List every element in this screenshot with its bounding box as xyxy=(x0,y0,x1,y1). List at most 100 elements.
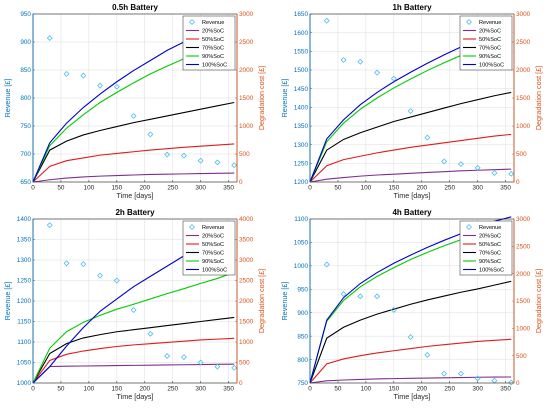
revenue-point xyxy=(214,363,221,370)
legend: Revenue 20%SoC 50%SoC 70%SoC 90%SoC 100%SoC xyxy=(459,15,513,71)
revenue-point xyxy=(197,359,204,366)
y-tick-label-right: 4000 xyxy=(239,216,254,223)
legend-label: 90%SoC xyxy=(202,54,224,60)
y-tick-label-right: 500 xyxy=(516,353,527,360)
legend: Revenue 20%SoC 50%SoC 70%SoC 90%SoC 100%SoC xyxy=(182,220,236,276)
chart-panel: 0 50 100 150 200 250 300 350 750 800 850 900 950 1000… xyxy=(280,208,543,401)
revenue-point xyxy=(231,162,238,169)
y-tick-label-right: 0 xyxy=(516,380,520,387)
x-tick-label: 0 xyxy=(308,185,312,192)
y-tick-label-right: 2000 xyxy=(516,271,531,278)
revenue-point xyxy=(231,364,238,371)
y-tick-label-left: 750 xyxy=(20,123,31,130)
y-tick-label-left: 1200 xyxy=(17,298,32,305)
legend-label: 50%SoC xyxy=(202,242,224,248)
y-tick-label-left: 1300 xyxy=(294,142,309,149)
chart-title: 2h Battery xyxy=(115,208,155,217)
legend-label: 50%SoC xyxy=(479,37,501,43)
y-tick-label-left: 1000 xyxy=(17,380,32,387)
x-tick-label: 200 xyxy=(139,185,150,192)
revenue-point xyxy=(323,261,330,268)
revenue-point xyxy=(130,307,137,313)
y-tick-label-left: 800 xyxy=(297,357,308,364)
y-tick-label-right: 1000 xyxy=(239,123,254,130)
x-tick-label: 150 xyxy=(111,386,122,393)
x-tick-label: 200 xyxy=(416,386,427,393)
x-tick-label: 150 xyxy=(111,185,122,192)
revenue-point xyxy=(424,134,431,141)
revenue-point xyxy=(407,334,414,341)
y-tick-label-left: 1450 xyxy=(294,86,309,93)
revenue-point xyxy=(407,108,414,115)
x-tick-label: 250 xyxy=(444,386,455,393)
x-axis-label: Time [days] xyxy=(394,392,431,401)
chart-title: 0.5h Battery xyxy=(112,3,158,12)
x-tick-label: 100 xyxy=(361,386,372,393)
revenue-point xyxy=(374,293,381,300)
chart-panel: 0 50 100 150 200 250 300 350 1000 1050 1100 1150 120… xyxy=(3,208,266,401)
legend-label: Revenue xyxy=(479,20,501,26)
x-tick-label: 100 xyxy=(84,386,95,393)
y-tick-label-right: 2000 xyxy=(239,298,254,305)
x-axis-label: Time [days] xyxy=(117,392,154,401)
legend: Revenue 20%SoC 50%SoC 70%SoC 90%SoC 100%SoC xyxy=(182,15,236,71)
revenue-point xyxy=(357,58,364,65)
x-tick-label: 350 xyxy=(223,185,234,192)
legend-marker-revenue xyxy=(466,224,472,230)
legend-label: 50%SoC xyxy=(202,37,224,43)
revenue-point xyxy=(63,260,70,267)
legend-label: 70%SoC xyxy=(202,46,224,52)
series-line-90pct-soc xyxy=(32,271,235,384)
y-tick-label-left: 1400 xyxy=(17,216,32,223)
revenue-point xyxy=(390,306,397,313)
revenue-point xyxy=(80,261,87,268)
revenue-point xyxy=(474,375,481,382)
revenue-point xyxy=(323,17,330,24)
x-axis-label: Time [days] xyxy=(394,191,431,200)
y-tick-label-left: 1000 xyxy=(294,263,309,270)
series-line-50pct-soc xyxy=(309,338,512,384)
legend-label: 90%SoC xyxy=(479,54,501,60)
legend-label: 100%SoC xyxy=(479,268,504,274)
revenue-point xyxy=(63,70,70,77)
x-tick-label: 350 xyxy=(500,185,511,192)
series-line-50pct-soc xyxy=(309,133,512,183)
series-line-50pct-soc xyxy=(32,143,235,183)
revenue-point xyxy=(457,370,464,377)
y-tick-label-right: 2500 xyxy=(239,39,254,46)
y-tick-label-left: 1100 xyxy=(17,339,31,346)
y-tick-label-right: 2500 xyxy=(516,39,531,46)
y-tick-label-left: 1600 xyxy=(294,30,309,37)
y-tick-label-left: 1050 xyxy=(17,360,32,367)
legend-label: 70%SoC xyxy=(479,46,501,52)
y-axis-label-left: Revenue [£] xyxy=(280,282,289,321)
revenue-point xyxy=(214,159,221,166)
y-tick-label-left: 1050 xyxy=(294,240,309,247)
x-tick-label: 350 xyxy=(500,386,511,393)
y-tick-label-right: 3500 xyxy=(239,237,254,244)
y-tick-label-right: 1000 xyxy=(516,326,531,333)
y-tick-label-left: 1350 xyxy=(17,237,32,244)
y-tick-label-left: 850 xyxy=(297,333,308,340)
x-tick-label: 250 xyxy=(167,185,178,192)
legend-label: 20%SoC xyxy=(202,234,224,240)
revenue-point xyxy=(46,35,53,42)
y-tick-label-right: 3000 xyxy=(516,11,531,18)
legend-box xyxy=(182,15,236,71)
x-tick-label: 200 xyxy=(139,386,150,393)
x-tick-label: 100 xyxy=(361,185,372,192)
y-tick-label-right: 1500 xyxy=(239,319,254,326)
x-tick-label: 50 xyxy=(334,386,342,393)
revenue-point xyxy=(457,161,464,168)
y-tick-label-left: 900 xyxy=(297,310,308,317)
y-axis-label-right: Degradation cost [£] xyxy=(257,269,266,333)
revenue-point xyxy=(340,291,347,297)
y-tick-label-left: 850 xyxy=(20,67,31,74)
y-tick-label-right: 0 xyxy=(239,179,243,186)
y-tick-label-left: 800 xyxy=(20,95,31,102)
y-tick-label-right: 1000 xyxy=(516,123,531,130)
revenue-point xyxy=(147,131,154,138)
y-tick-label-left: 1100 xyxy=(294,216,308,223)
revenue-point xyxy=(508,170,515,177)
y-axis-label-left: Revenue [£] xyxy=(3,79,12,118)
